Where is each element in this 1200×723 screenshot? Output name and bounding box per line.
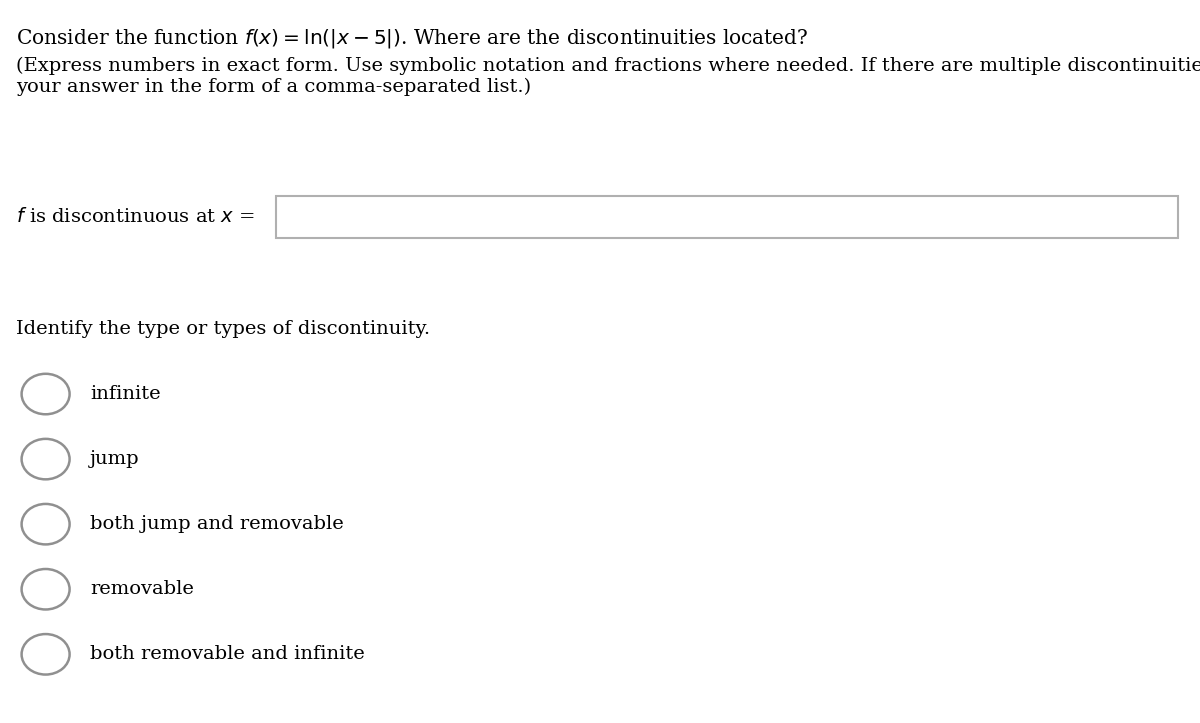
FancyBboxPatch shape	[276, 196, 1178, 238]
Ellipse shape	[22, 439, 70, 479]
Ellipse shape	[22, 569, 70, 609]
Ellipse shape	[22, 634, 70, 675]
Text: both jump and removable: both jump and removable	[90, 515, 343, 533]
Text: both removable and infinite: both removable and infinite	[90, 646, 365, 663]
Text: infinite: infinite	[90, 385, 161, 403]
Ellipse shape	[22, 374, 70, 414]
Text: jump: jump	[90, 450, 139, 468]
Text: removable: removable	[90, 581, 194, 598]
Text: (Express numbers in exact form. Use symbolic notation and fractions where needed: (Express numbers in exact form. Use symb…	[16, 56, 1200, 74]
Text: Consider the function $f(x) = \ln(|x - 5|)$. Where are the discontinuities locat: Consider the function $f(x) = \ln(|x - 5…	[16, 27, 808, 50]
Ellipse shape	[22, 504, 70, 544]
Text: your answer in the form of a comma-separated list.): your answer in the form of a comma-separ…	[16, 77, 530, 95]
Text: $f$ is discontinuous at $x$ =: $f$ is discontinuous at $x$ =	[16, 208, 254, 226]
Text: Identify the type or types of discontinuity.: Identify the type or types of discontinu…	[16, 320, 430, 338]
